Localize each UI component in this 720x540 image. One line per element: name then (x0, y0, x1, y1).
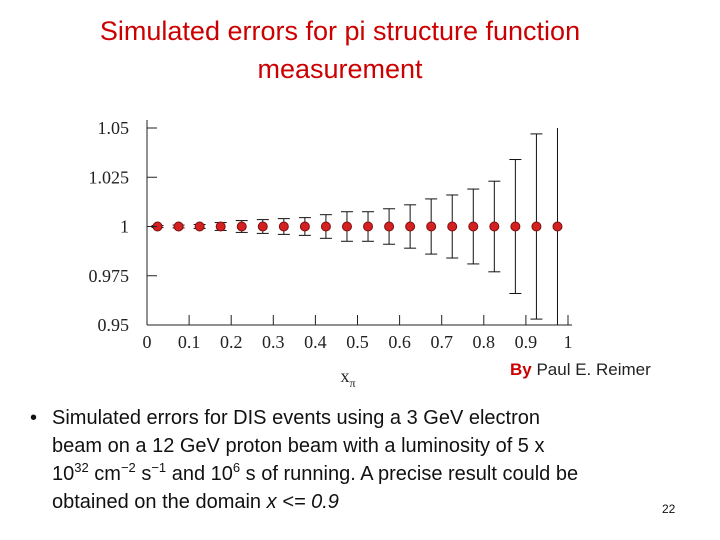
data-point (405, 221, 416, 232)
data-point (341, 221, 352, 232)
y-tick-label: 1 (120, 217, 129, 237)
chart: xπ 0.95 0.975 1 1.025 1.05 0 0.1 0.2 0.3 0.4 0.5 0.… (89, 118, 573, 390)
x-tick-label: 0.1 (178, 332, 201, 352)
credit-prefix: By (510, 360, 532, 379)
y-tick-label: 0.975 (89, 266, 130, 286)
data-point (299, 221, 310, 232)
data-point (384, 221, 395, 232)
plot-area (151, 128, 563, 325)
chart-title: Simulated errors for pi structure functi… (99, 16, 581, 84)
x-tick-label: 0.7 (430, 332, 453, 352)
data-point (278, 221, 289, 232)
x-axis-label: xπ (340, 366, 355, 390)
text: and 10 (166, 463, 233, 485)
y-tick-label: 0.95 (98, 315, 130, 335)
x-tick-label: 0.8 (473, 332, 496, 352)
superscript: 32 (74, 460, 89, 475)
text: s (135, 463, 152, 485)
x-tick-label: 0.9 (515, 332, 538, 352)
x-tick-label: 0.3 (262, 332, 285, 352)
page-number: 22 (662, 502, 676, 516)
bullet: • Simulated errors for DIS events using a… (30, 407, 579, 513)
y-tick-label: 1.05 (98, 118, 130, 138)
data-point (447, 221, 458, 232)
data-point (531, 221, 542, 232)
text: beam on a 12 GeV proton beam with a lumi… (52, 435, 545, 457)
x-tick-label: 1 (564, 332, 573, 352)
superscript: −2 (120, 460, 136, 475)
data-point (194, 221, 205, 232)
x-axis-label-subscript: π (349, 376, 355, 390)
text: obtained on the domain (52, 491, 267, 513)
text: cm (88, 463, 121, 485)
x-tick-label: 0.2 (220, 332, 243, 352)
data-point (468, 221, 479, 232)
text: s of running. A precise result could be (240, 463, 579, 485)
data-point (510, 221, 521, 232)
x-tick-label: 0 (143, 332, 152, 352)
text: x <= 0.9 (266, 491, 339, 513)
data-point (489, 221, 500, 232)
credit-name: Paul E. Reimer (536, 360, 651, 379)
credit: By Paul E. Reimer (510, 360, 651, 380)
text: 10 (52, 463, 75, 485)
data-point (236, 221, 247, 232)
data-point (426, 221, 437, 232)
x-tick-label: 0.6 (388, 332, 411, 352)
x-tick-label: 0.5 (346, 332, 369, 352)
x-axis-label-main: x (340, 366, 349, 386)
superscript: −1 (151, 460, 167, 475)
text: Simulated errors for DIS events using a … (52, 407, 541, 429)
x-tick-label: 0.4 (304, 332, 327, 352)
y-tick-label: 1.025 (89, 167, 130, 187)
data-point (257, 221, 268, 232)
data-point (552, 221, 563, 232)
data-point (173, 221, 184, 232)
data-point (363, 221, 374, 232)
superscript: 6 (232, 460, 241, 475)
data-point (320, 221, 331, 232)
data-point (215, 221, 226, 232)
